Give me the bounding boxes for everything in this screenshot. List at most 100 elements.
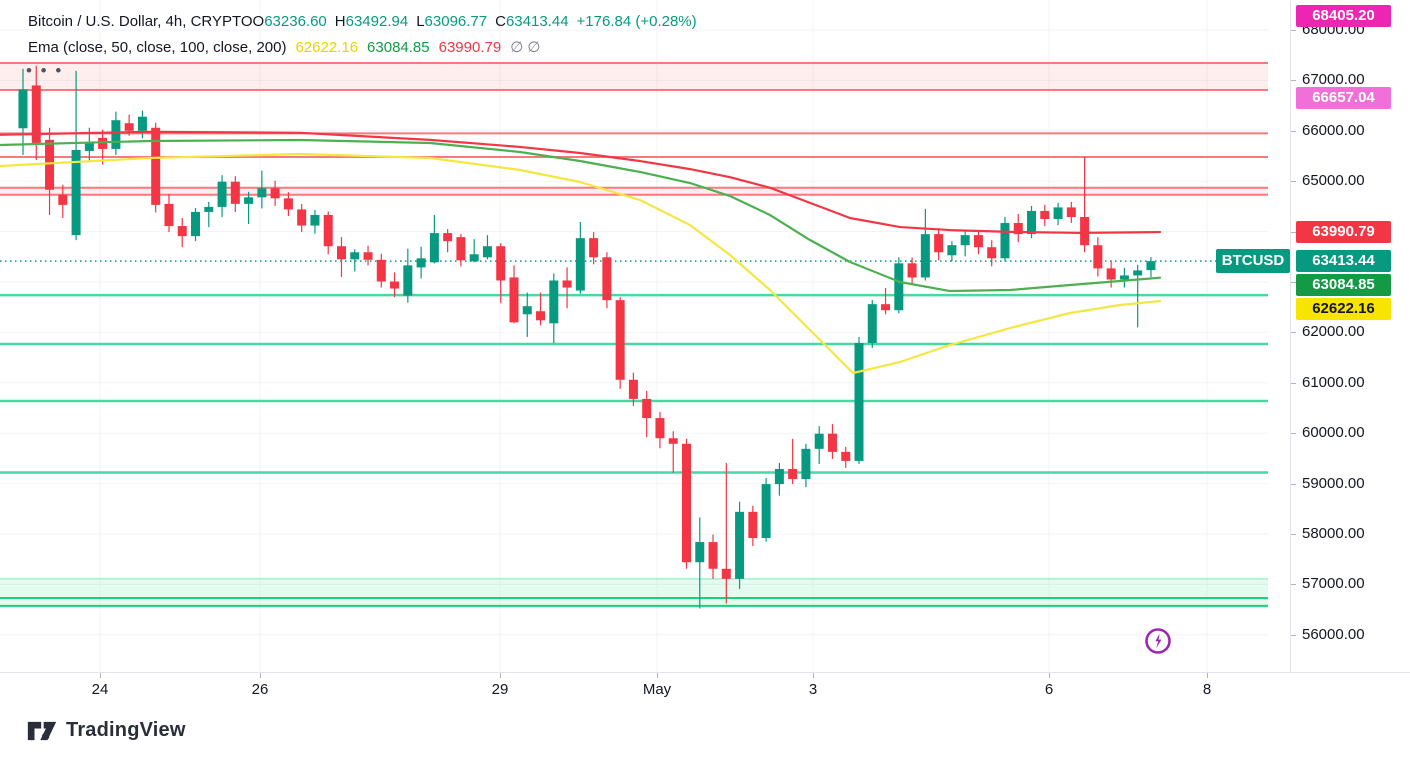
time-axis-label: 8 — [1202, 681, 1212, 698]
candle-body — [217, 181, 227, 207]
resistance-zone — [0, 63, 1268, 90]
candle-body — [1000, 223, 1010, 259]
price-tick — [1291, 484, 1296, 485]
time-axis[interactable]: 24 26 29 May 3 6 8 — [0, 672, 1410, 707]
price-tick — [1291, 534, 1296, 535]
price-axis-label: 57000.00 — [1302, 575, 1365, 592]
candle-body — [721, 568, 731, 579]
time-axis-label: 29 — [491, 681, 509, 698]
time-tick — [1049, 673, 1050, 678]
candle-body — [1119, 275, 1129, 280]
ema-value: 63084.85 — [367, 39, 430, 56]
ema-values: 62622.16 63084.85 63990.79 — [286, 39, 501, 56]
candle-body — [429, 233, 439, 263]
price-axis[interactable]: 68000.00 67000.00 66000.00 65000.00 62000.00… — [1290, 0, 1410, 672]
price-level-chip[interactable]: 68405.20 — [1296, 5, 1391, 27]
candle-body — [336, 246, 346, 260]
candle-body — [1053, 207, 1063, 219]
candle-body — [602, 257, 612, 301]
tradingview-logo[interactable]: TradingView — [27, 719, 186, 742]
lightning-icon — [1145, 628, 1171, 654]
time-tick — [813, 673, 814, 678]
ohlc-values: O63236.60 H63492.94 L63096.77 C63413.44 +176… — [253, 13, 697, 30]
price-axis-label: 67000.00 — [1302, 71, 1365, 88]
candle-body — [283, 198, 293, 210]
candle-body — [71, 149, 81, 236]
candle-body — [191, 211, 201, 237]
candle-body — [774, 468, 784, 485]
price-level-chip[interactable]: 63084.85 — [1296, 274, 1391, 296]
time-axis-label: May — [642, 681, 672, 698]
price-tick — [1291, 131, 1296, 132]
symbol-title: Bitcoin / U.S. Dollar, 4h, CRYPTO — [28, 13, 253, 30]
price-axis-label: 65000.00 — [1302, 172, 1365, 189]
price-axis-label: 56000.00 — [1302, 626, 1365, 643]
candle-body — [695, 542, 705, 563]
price-level-chip[interactable]: 66657.04 — [1296, 87, 1391, 109]
time-axis-label: 24 — [91, 681, 109, 698]
indicator-empty-slots: ∅ ∅ — [510, 39, 541, 56]
ohlc-value: 63492.94 — [345, 13, 409, 30]
time-tick — [100, 673, 101, 678]
candle-body — [549, 280, 559, 324]
indicator-title: Ema (close, 50, close, 100, close, 200) — [28, 39, 287, 56]
symbol-legend-row[interactable]: Bitcoin / U.S. Dollar, 4h, CRYPTOO63236.… — [28, 9, 697, 35]
ohlc-label: O — [252, 13, 265, 30]
support-zone — [0, 578, 1268, 608]
price-tick — [1291, 30, 1296, 31]
footer-bar: TradingView — [0, 706, 1410, 757]
candle-body — [323, 214, 333, 247]
ohlc-label: L — [416, 13, 425, 30]
candle-body — [536, 311, 546, 321]
candle-body — [230, 181, 240, 204]
candle-body — [58, 194, 68, 205]
candle-body — [708, 542, 718, 569]
candle-body — [98, 137, 108, 149]
tradingview-mark-icon — [27, 721, 57, 740]
candle-body — [350, 252, 360, 260]
candle-body — [390, 281, 400, 289]
legend-more-ellipsis[interactable]: • • • — [26, 61, 64, 80]
candle-body — [376, 259, 386, 282]
candlestick-plot — [0, 0, 1268, 672]
candle-body — [177, 226, 187, 237]
price-level-chip[interactable]: 62622.16 — [1296, 298, 1391, 320]
price-tick — [1291, 282, 1296, 283]
ema-line — [0, 130, 1162, 234]
price-axis-label: 60000.00 — [1302, 424, 1365, 441]
candle-body — [164, 203, 174, 227]
candle-body — [1106, 268, 1116, 280]
price-chart[interactable]: Bitcoin / U.S. Dollar, 4h, CRYPTOO63236.… — [0, 0, 1290, 672]
time-axis-label: 3 — [808, 681, 818, 698]
ema-value: 63990.79 — [438, 39, 502, 56]
candle-body — [668, 438, 678, 444]
price-axis-label: 59000.00 — [1302, 475, 1365, 492]
candle-body — [655, 418, 665, 439]
candle-body — [947, 245, 957, 256]
candle-body — [363, 252, 373, 260]
ema-line — [0, 138, 1162, 293]
candle-body — [1013, 223, 1023, 235]
indicator-legend-row[interactable]: Ema (close, 50, close, 100, close, 200) 6… — [28, 35, 697, 61]
ohlc-value: 63236.60 — [264, 13, 327, 30]
candle-body — [841, 451, 851, 461]
price-level-chip[interactable]: 63990.79 — [1296, 221, 1391, 243]
candle-body — [894, 263, 904, 311]
candle-body — [1146, 261, 1156, 271]
candle-body — [788, 468, 798, 480]
price-level-chip[interactable]: 63413.44 — [1296, 250, 1391, 272]
candle-body — [920, 234, 930, 278]
candle-body — [854, 342, 864, 461]
candle-body — [496, 246, 506, 281]
time-tick — [657, 673, 658, 678]
candle-body — [801, 448, 811, 480]
candle-body — [642, 398, 652, 419]
tradingview-wordmark: TradingView — [66, 719, 186, 741]
candle-body — [867, 304, 877, 343]
candle-body — [934, 234, 944, 253]
symbol-price-chip[interactable]: BTCUSD — [1216, 249, 1290, 273]
candle-body — [151, 127, 161, 205]
candle-body — [589, 238, 599, 258]
candle-body — [628, 379, 638, 399]
instant-trading-button[interactable] — [1143, 626, 1173, 656]
